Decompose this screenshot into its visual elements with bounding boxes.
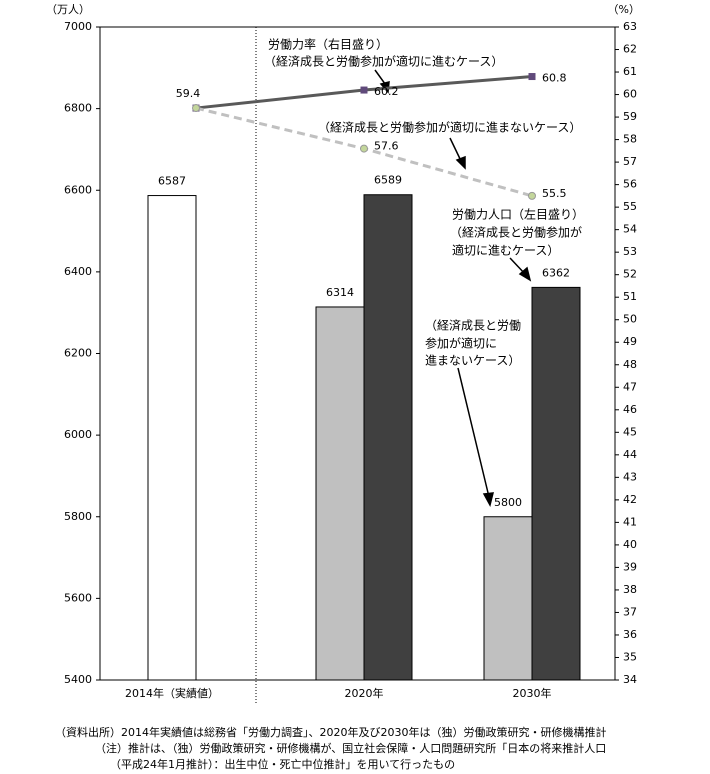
y2-tick-label: 35 xyxy=(623,650,637,663)
y2-tick-label: 47 xyxy=(623,380,637,393)
y2-tick-label: 61 xyxy=(623,65,637,78)
footnote: （注）推計は、（独）労働政策研究・研修機構が、国立社会保障・人口問題研究所「日本… xyxy=(95,741,606,755)
y2-tick-label: 62 xyxy=(623,43,637,56)
annotation: 参加が適切に xyxy=(425,336,497,351)
marker xyxy=(360,86,368,94)
y2-tick-label: 49 xyxy=(623,335,637,348)
value-label: 6589 xyxy=(374,174,402,187)
y2-tick-label: 36 xyxy=(623,628,637,641)
y-tick-label: 6000 xyxy=(64,428,92,441)
annotation: 適切に進むケース） xyxy=(452,243,559,258)
y2-tick-label: 40 xyxy=(623,538,637,551)
bar xyxy=(483,516,533,681)
y2-tick-label: 38 xyxy=(623,583,637,596)
marker xyxy=(528,191,536,200)
y-tick-label: 5600 xyxy=(64,591,92,604)
y-tick-label: 6400 xyxy=(64,265,92,278)
annotation: 労働力人口（左目盛り） xyxy=(452,207,584,222)
value-label: 59.4 xyxy=(176,87,201,100)
footnote: （資料出所）2014年実績値は総務省「労働力調査」、2020年及び2030年は（… xyxy=(55,725,606,739)
y2-tick-label: 37 xyxy=(623,605,637,618)
bar xyxy=(147,195,197,681)
value-label: 60.8 xyxy=(542,72,567,85)
x-tick-label: 2014年（実績値） xyxy=(125,686,219,700)
y-axis-label: （万人） xyxy=(46,3,90,16)
y2-tick-label: 55 xyxy=(623,200,637,213)
annotation: （経済成長と労働参加が適切に進むケース） xyxy=(264,54,503,69)
footnote: （平成24年1月推計）：出生中位・死亡中位推計」を用いて行ったもの xyxy=(110,757,455,771)
value-label: 60.2 xyxy=(374,85,399,98)
value-label: 6314 xyxy=(326,286,354,299)
y2-tick-label: 56 xyxy=(623,178,637,191)
marker xyxy=(528,73,536,81)
annotation: 労働力率（右目盛り） xyxy=(268,37,388,52)
marker xyxy=(192,104,200,113)
y-tick-label: 5400 xyxy=(64,673,92,686)
y-tick-label: 6200 xyxy=(64,347,92,360)
y2-tick-label: 43 xyxy=(623,470,637,483)
y-tick-label: 7000 xyxy=(64,20,92,33)
y-tick-label: 6600 xyxy=(64,183,92,196)
bar xyxy=(315,306,365,681)
x-tick-label: 2020年 xyxy=(345,686,384,700)
bar xyxy=(363,194,413,681)
x-tick-label: 2030年 xyxy=(513,686,552,700)
value-label: 57.6 xyxy=(374,140,399,153)
annotation: （経済成長と労働参加が xyxy=(450,225,582,240)
y2-tick-label: 57 xyxy=(623,155,637,168)
y2-tick-label: 51 xyxy=(623,290,637,303)
annotation: （経済成長と労働参加が適切に進まないケース） xyxy=(318,120,581,135)
y2-tick-label: 42 xyxy=(623,493,637,506)
y2-tick-label: 39 xyxy=(623,560,637,573)
value-label: 5800 xyxy=(494,496,522,509)
y2-tick-label: 54 xyxy=(623,223,637,236)
bar xyxy=(531,286,581,681)
y2-tick-label: 46 xyxy=(623,403,637,416)
annotation: 進まないケース） xyxy=(425,354,520,368)
y2-axis-label: （%） xyxy=(608,3,640,16)
annotation: （経済成長と労働 xyxy=(425,318,521,333)
y-tick-label: 6800 xyxy=(64,102,92,115)
y2-tick-label: 44 xyxy=(623,448,637,461)
y2-tick-label: 50 xyxy=(623,313,637,326)
marker xyxy=(360,144,368,153)
y2-tick-label: 52 xyxy=(623,268,637,281)
y2-tick-label: 48 xyxy=(623,358,637,371)
y2-tick-label: 59 xyxy=(623,110,637,123)
y2-tick-label: 58 xyxy=(623,133,637,146)
value-label: 6362 xyxy=(542,266,570,279)
value-label: 6587 xyxy=(158,175,186,188)
y2-tick-label: 45 xyxy=(623,425,637,438)
y2-tick-label: 34 xyxy=(623,673,637,686)
y2-tick-label: 63 xyxy=(623,20,637,33)
value-label: 55.5 xyxy=(542,187,567,200)
y2-tick-label: 41 xyxy=(623,515,637,528)
y2-tick-label: 60 xyxy=(623,88,637,101)
y2-tick-label: 53 xyxy=(623,245,637,258)
y-tick-label: 5800 xyxy=(64,510,92,523)
